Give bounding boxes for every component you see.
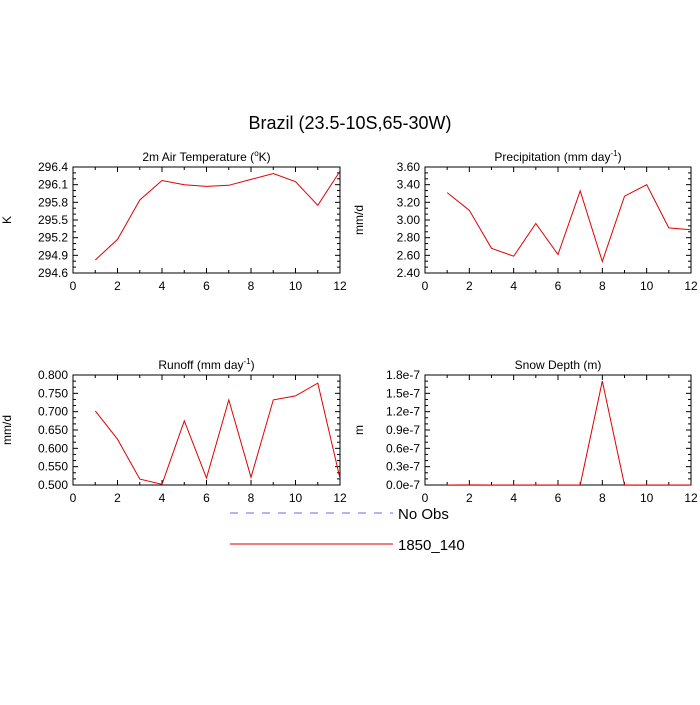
- y-tick-label: 295.2: [38, 231, 68, 245]
- x-tick-label: 8: [248, 279, 255, 293]
- y-tick-label: 2.80: [397, 231, 421, 245]
- y-tick-label: 1.5e-7: [386, 386, 420, 400]
- y-axis-label: K: [0, 216, 14, 224]
- y-tick-label: 0.9e-7: [386, 423, 420, 437]
- legend-label: 1850_140: [398, 537, 465, 554]
- y-tick-label: 0.3e-7: [386, 460, 420, 474]
- series-line-1850_140: [447, 380, 691, 485]
- panel-title: Snow Depth (m): [515, 358, 602, 372]
- x-tick-label: 4: [510, 279, 517, 293]
- y-tick-label: 294.9: [38, 248, 68, 262]
- y-tick-label: 0.650: [38, 423, 68, 437]
- panel-title: Precipitation (mm day-1): [494, 149, 621, 164]
- x-tick-label: 8: [248, 491, 255, 505]
- x-tick-label: 10: [289, 279, 303, 293]
- panel-title: 2m Air Temperature (oK): [142, 149, 270, 164]
- x-tick-label: 12: [333, 279, 347, 293]
- x-tick-label: 0: [422, 491, 429, 505]
- x-tick-label: 8: [599, 279, 606, 293]
- plot-frame: [424, 166, 692, 274]
- x-tick-label: 12: [684, 279, 698, 293]
- series-line-1850_140: [94, 382, 340, 485]
- y-tick-label: 0.800: [38, 368, 68, 382]
- legend-entry: No Obs: [230, 506, 449, 523]
- x-tick-label: 10: [640, 491, 654, 505]
- y-tick-label: 295.5: [38, 213, 68, 227]
- y-tick-label: 0.550: [38, 460, 68, 474]
- legend-label: No Obs: [398, 506, 449, 523]
- y-tick-label: 295.8: [38, 195, 68, 209]
- x-tick-label: 6: [203, 279, 210, 293]
- x-tick-label: 0: [70, 279, 77, 293]
- x-tick-label: 10: [640, 279, 654, 293]
- y-tick-label: 0.6e-7: [386, 441, 420, 455]
- y-tick-label: 0.700: [38, 405, 68, 419]
- plot-frame: [72, 374, 341, 486]
- x-tick-label: 12: [333, 491, 347, 505]
- x-tick-label: 2: [114, 491, 121, 505]
- panel-4: Snow Depth (m) 0 2 4 6 8 10 12 0.0e-7 0.3e-7 0.6e-…: [352, 358, 698, 505]
- panel-3: Runoff (mm day-1) 0 2 4 6 8 10 12 0.500 0.550 0.60…: [0, 357, 347, 505]
- y-tick-label: 0.0e-7: [386, 478, 420, 492]
- y-tick-label: 3.60: [397, 160, 421, 174]
- x-tick-label: 6: [203, 491, 210, 505]
- y-tick-label: 0.600: [38, 441, 68, 455]
- panel-2: Precipitation (mm day-1) 0 2 4 6 8 10 12 2.40 2.6…: [352, 149, 698, 293]
- y-tick-label: 2.40: [397, 266, 421, 280]
- x-tick-label: 10: [289, 491, 303, 505]
- x-tick-label: 12: [684, 491, 698, 505]
- panel-1: 2m Air Temperature (oK) 0 2 4 6 8 10 12 294.6 294…: [0, 149, 347, 293]
- y-tick-label: 3.00: [397, 213, 421, 227]
- x-tick-label: 0: [422, 279, 429, 293]
- y-tick-label: 296.4: [38, 160, 68, 174]
- panel-title: Runoff (mm day-1): [158, 357, 254, 372]
- y-tick-label: 294.6: [38, 266, 68, 280]
- y-tick-label: 0.750: [38, 386, 68, 400]
- y-tick-label: 0.500: [38, 478, 68, 492]
- y-tick-label: 3.40: [397, 178, 421, 192]
- legend-entry: 1850_140: [230, 537, 465, 554]
- x-tick-label: 4: [159, 491, 166, 505]
- x-tick-label: 6: [555, 491, 562, 505]
- x-tick-label: 2: [114, 279, 121, 293]
- series-line-1850_140: [94, 170, 340, 261]
- panels: 2m Air Temperature (oK) 0 2 4 6 8 10 12 294.6 294…: [0, 149, 698, 505]
- x-tick-label: 0: [70, 491, 77, 505]
- figure-title: Brazil (23.5-10S,65-30W): [248, 113, 451, 133]
- y-tick-label: 3.20: [397, 195, 421, 209]
- y-tick-label: 1.2e-7: [386, 405, 420, 419]
- x-tick-label: 6: [555, 279, 562, 293]
- y-tick-label: 296.1: [38, 178, 68, 192]
- y-axis-label: mm/d: [352, 205, 366, 235]
- x-tick-label: 4: [159, 279, 166, 293]
- x-tick-label: 2: [466, 491, 473, 505]
- y-axis-label: m: [352, 425, 366, 435]
- y-tick-label: 1.8e-7: [386, 368, 420, 382]
- series-line-1850_140: [446, 184, 691, 264]
- legend: No Obs 1850_140: [230, 506, 465, 554]
- y-tick-label: 2.60: [397, 248, 421, 262]
- x-tick-label: 4: [510, 491, 517, 505]
- plot-frame: [424, 374, 692, 486]
- x-tick-label: 8: [599, 491, 606, 505]
- plot-frame: [72, 166, 341, 274]
- x-tick-label: 2: [466, 279, 473, 293]
- y-axis-label: mm/d: [0, 415, 14, 445]
